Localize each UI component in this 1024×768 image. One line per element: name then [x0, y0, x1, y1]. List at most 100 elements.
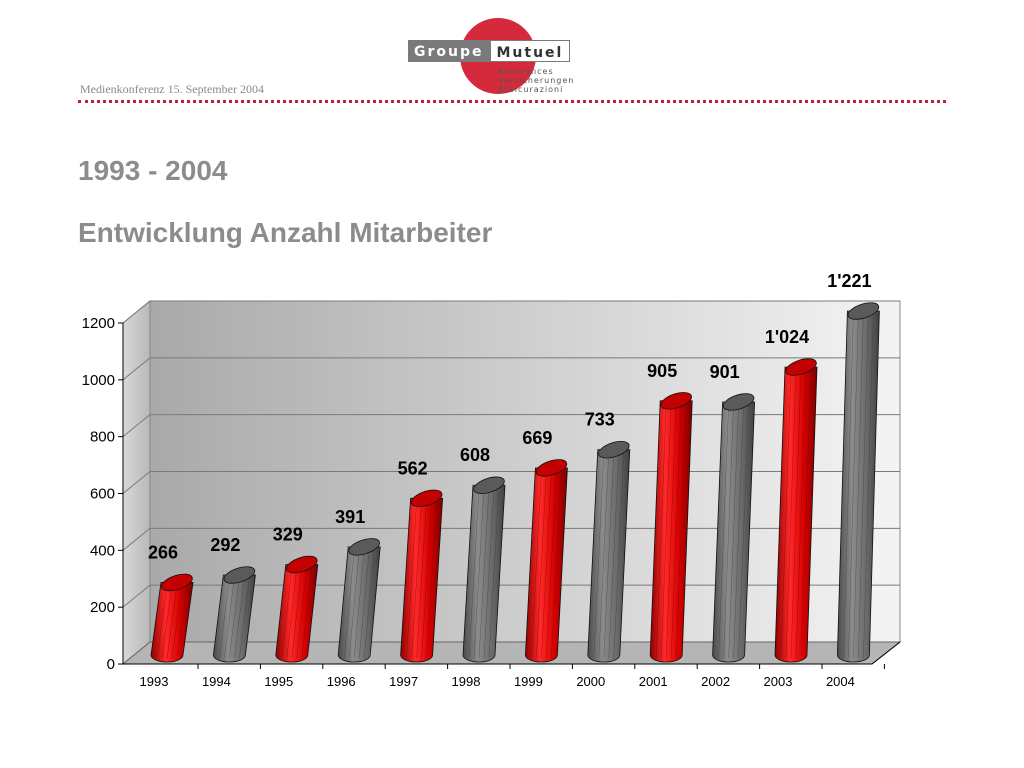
bar-cap: [722, 393, 755, 411]
bar-stripe: [156, 585, 168, 659]
chart-axes: [118, 299, 902, 669]
logo-tag-de: Versicherungen: [498, 76, 575, 85]
gridline-side: [122, 300, 151, 324]
data-label: 329: [273, 525, 303, 545]
x-tick-label: 1999: [514, 674, 543, 689]
bar-stripe: [358, 549, 370, 659]
bar-stripe: [598, 452, 610, 659]
chart-labels: 0 200 400 600 800 1000 1200 266 1993 292 1994 329 19…: [82, 271, 872, 689]
bar-2003: [774, 358, 818, 663]
bar-1994: [212, 566, 256, 663]
bar-1993: [150, 573, 194, 663]
bar-stripe: [286, 567, 298, 659]
bar-stripe: [780, 370, 792, 659]
bar-cap: [660, 392, 692, 410]
groupe-mutuel-logo: Groupe Mutuel Assurances Versicherungen …: [408, 18, 588, 100]
bar-stripe: [728, 404, 739, 659]
bar-cap: [473, 476, 505, 494]
bar-stripe: [790, 370, 802, 659]
y-tick-label: 600: [90, 486, 115, 503]
bar-2004: [836, 302, 880, 663]
logo-tag-fr: Assurances: [498, 67, 554, 76]
bar-stripe: [421, 501, 432, 659]
bar-stripe: [473, 488, 485, 659]
x-tick-label: 2000: [576, 674, 605, 689]
bar-1995: [275, 555, 319, 663]
bar-stripe: [593, 452, 605, 659]
data-label: 266: [148, 542, 178, 562]
bar-stripe: [858, 314, 869, 659]
bar-2000: [587, 441, 631, 663]
data-label: 1'024: [765, 327, 809, 347]
x-tick-label: 1998: [452, 674, 481, 689]
y-tick-label: 1000: [82, 372, 115, 389]
bar-stripe: [343, 549, 355, 659]
bar-stripe: [426, 501, 437, 659]
bar-1996: [337, 538, 381, 663]
bar-stripe: [603, 452, 615, 659]
bar-stripe: [224, 577, 235, 659]
bar-stripe: [488, 488, 500, 659]
bar-stripe: [863, 314, 874, 659]
bar-stripe: [171, 585, 183, 659]
bar-stripe: [483, 488, 495, 659]
bar-stripe: [416, 501, 427, 659]
data-label: 562: [398, 458, 428, 478]
y-tick-label: 400: [90, 542, 115, 559]
bar-stripe: [229, 577, 240, 659]
bar-1998: [462, 476, 506, 663]
bar-stripe: [531, 470, 542, 659]
bar-stripe: [551, 470, 562, 659]
x-tick-label: 1994: [202, 674, 231, 689]
y-tick-label: 200: [90, 599, 115, 616]
bar-stripe: [296, 567, 308, 659]
bar-stripe: [723, 404, 734, 659]
bar-stripe: [239, 577, 250, 659]
bar-stripe: [406, 501, 417, 659]
y-tick-label: 0: [107, 656, 115, 673]
logo-word-mutuel: Mutuel: [489, 40, 571, 62]
bar-1997: [400, 489, 444, 663]
bar-stripe: [853, 314, 864, 659]
data-label: 292: [210, 535, 240, 555]
bar-stripe: [660, 403, 672, 659]
x-tick-label: 1995: [264, 674, 293, 689]
chart-bars: [150, 302, 880, 663]
data-label: 669: [522, 428, 552, 448]
x-tick-label: 1996: [327, 674, 356, 689]
bar-cap: [535, 459, 568, 477]
bar-stripe: [843, 314, 854, 659]
bar-stripe: [219, 577, 230, 659]
bar-stripe: [166, 585, 178, 659]
bar-stripe: [348, 549, 360, 659]
bar-stripe: [675, 403, 687, 659]
bar-stripe: [161, 585, 173, 659]
data-label: 901: [710, 362, 740, 382]
bar-cap: [847, 302, 880, 320]
logo-wordmark: Groupe Mutuel: [408, 40, 571, 62]
x-axis-depth: [871, 641, 901, 665]
gridline-side: [122, 471, 151, 494]
y-tick-label: 800: [90, 429, 115, 446]
gridline-side: [122, 527, 151, 551]
x-tick-label: 1997: [389, 674, 418, 689]
x-tick-label: 2001: [639, 674, 668, 689]
x-tick-label: 1993: [140, 674, 169, 689]
bar-stripe: [546, 470, 557, 659]
data-label: 905: [647, 361, 677, 381]
bar-stripe: [848, 314, 859, 659]
title-main: Entwicklung Anzahl Mitarbeiter: [78, 217, 493, 248]
logo-taglines: Assurances Versicherungen Assicurazioni: [498, 67, 574, 94]
bar-cap: [410, 489, 443, 507]
bar-stripe: [281, 567, 293, 659]
data-label: 1'221: [827, 271, 871, 291]
bar-stripe: [478, 488, 490, 659]
data-label: 608: [460, 445, 490, 465]
bar-cap: [598, 441, 630, 459]
bar-stripe: [411, 501, 422, 659]
bar-stripe: [291, 567, 303, 659]
bar-stripe: [785, 370, 797, 659]
bar-1999: [524, 459, 568, 663]
gridline-side: [122, 584, 151, 608]
